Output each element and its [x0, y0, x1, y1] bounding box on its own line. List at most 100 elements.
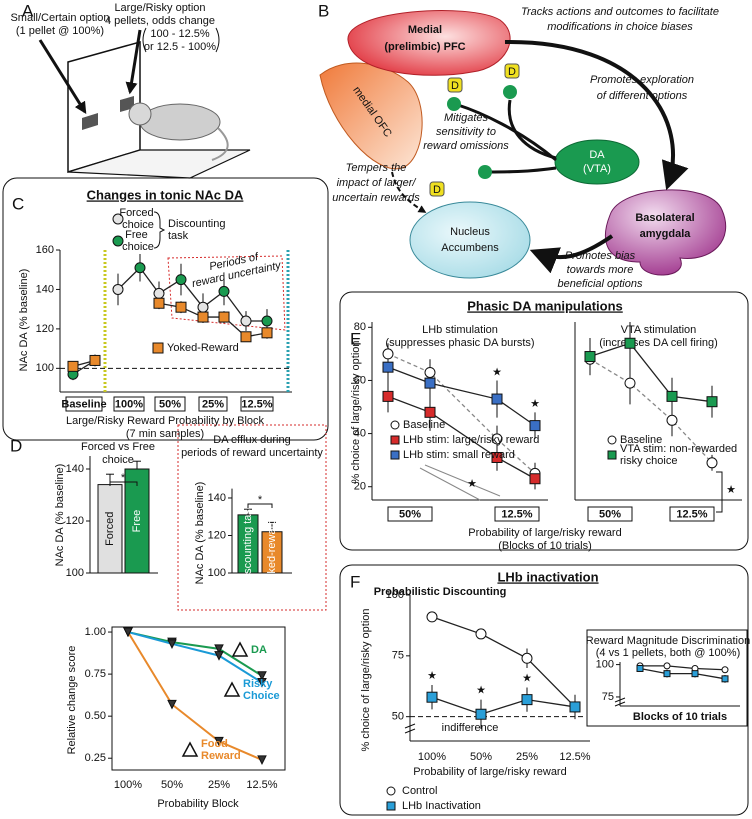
- point: [123, 627, 133, 638]
- series-line: [589, 342, 713, 403]
- annotation: towards more: [567, 264, 634, 276]
- point: [214, 651, 224, 661]
- point: [197, 311, 209, 323]
- block-box: [387, 506, 433, 522]
- block-label: Baseline: [61, 398, 106, 410]
- point: [475, 708, 487, 720]
- point: [666, 390, 678, 402]
- option-label: 4 pellets, odds change: [105, 15, 215, 27]
- y-tick-label: 120: [66, 515, 84, 527]
- node-label: Accumbens: [441, 242, 499, 254]
- block-label: 12.5%: [241, 398, 272, 410]
- x-tick-label: 50%: [470, 751, 492, 763]
- point: [636, 664, 644, 672]
- point: [475, 628, 487, 640]
- block-box: [240, 396, 274, 412]
- panel-frame: [339, 291, 749, 551]
- point: [424, 366, 436, 378]
- legend-label: Forced choice: [119, 207, 156, 231]
- y-axis-label: NAc DA (% baseline): [18, 269, 30, 372]
- y-tick-label: 50: [392, 711, 404, 723]
- annotation: modifications in choice biases: [547, 21, 693, 33]
- block-label: 50%: [599, 508, 621, 520]
- annotation: uncertain rewards: [332, 192, 420, 204]
- legend-label: DA: [251, 644, 267, 656]
- significance-bracket: [419, 464, 501, 501]
- point: [521, 694, 533, 706]
- y-tick-label: 75: [602, 691, 614, 703]
- y-tick-label: 140: [66, 463, 84, 475]
- significance: *: [258, 494, 263, 506]
- significance: ★: [530, 398, 540, 410]
- point: [569, 701, 581, 713]
- point: [607, 450, 617, 460]
- point: [257, 671, 267, 681]
- x-axis-label: (Blocks of 10 trials): [498, 540, 592, 552]
- annotation: Promotes bias: [565, 250, 636, 262]
- y-tick-label: 100: [36, 362, 54, 374]
- projection: [457, 103, 557, 162]
- y-tick-label: 40: [354, 427, 366, 439]
- series-line: [431, 616, 576, 708]
- annotation: Tracks actions and outcomes to facilitat…: [521, 6, 719, 18]
- x-axis-label: Probability of large/risky reward: [413, 766, 566, 778]
- parenthesis: [142, 27, 220, 53]
- y-axis-label: NAc DA (% baseline): [194, 482, 206, 585]
- annotation: Promotes exploration: [590, 74, 694, 86]
- block-box: [494, 506, 540, 522]
- x-axis-label: Probability of large/risky reward: [468, 527, 621, 539]
- point: [382, 390, 394, 402]
- point: [153, 297, 165, 309]
- point: [424, 406, 436, 418]
- legend-symbol: [181, 741, 199, 757]
- significance: ★: [726, 484, 736, 496]
- point: [426, 611, 438, 623]
- y-axis-label: % choice of large/risky option: [350, 340, 362, 483]
- point: [67, 360, 79, 372]
- point: [491, 393, 503, 405]
- legend-label: Baseline: [403, 419, 445, 431]
- y-tick-label: 60: [354, 374, 366, 386]
- significance-bracket: [247, 503, 273, 508]
- x-tick-label: 12.5%: [559, 751, 590, 763]
- chart-title: choice: [102, 454, 134, 466]
- panel-letter: B: [318, 1, 329, 20]
- legend-label: Yoked-Reward: [167, 342, 239, 354]
- x-tick-label: 50%: [161, 779, 183, 791]
- point: [167, 699, 177, 710]
- block-label: 50%: [399, 508, 421, 520]
- point: [257, 678, 267, 688]
- reference-label: indifference: [442, 722, 499, 734]
- y-tick-label: 140: [36, 283, 54, 295]
- terminal: [478, 165, 492, 179]
- series-line: [431, 696, 576, 715]
- significance-bracket: [716, 471, 723, 513]
- point: [112, 235, 124, 247]
- point: [706, 396, 718, 408]
- block-box: [669, 506, 715, 522]
- block-box: [198, 396, 228, 412]
- chart-title: (4 vs 1 pellets, both @ 100%): [596, 647, 740, 659]
- block-box: [113, 396, 145, 412]
- point: [386, 786, 396, 796]
- panel-frame: [2, 177, 329, 441]
- point: [624, 337, 636, 349]
- rat-head: [128, 102, 152, 126]
- point: [382, 348, 394, 360]
- odds-label: 100 - 12.5%: [150, 28, 210, 40]
- block-box: [154, 396, 186, 412]
- panel-title: LHb inactivation: [497, 569, 598, 584]
- block-label: 50%: [159, 398, 181, 410]
- chart-title: DA efflux during: [213, 434, 290, 446]
- point: [112, 213, 124, 225]
- projection-arrow: [504, 39, 689, 191]
- bar-label: Free: [131, 510, 143, 533]
- point: [218, 285, 230, 297]
- point: [382, 361, 394, 373]
- point: [691, 670, 699, 678]
- receptor-box: [447, 77, 463, 93]
- point: [214, 736, 224, 747]
- series-line: [180, 279, 204, 308]
- point: [584, 351, 596, 363]
- point: [521, 652, 533, 664]
